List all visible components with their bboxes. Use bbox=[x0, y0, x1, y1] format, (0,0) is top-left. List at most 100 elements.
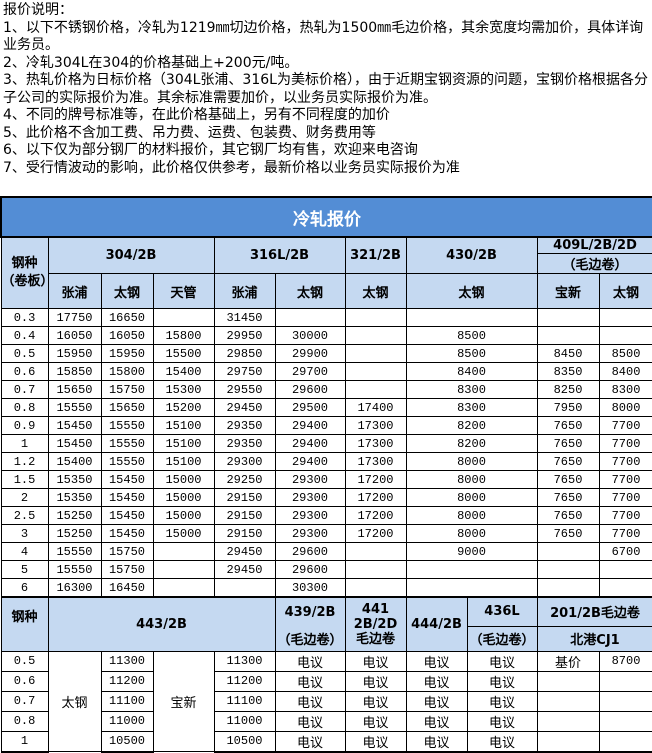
thickness-cell: 1 bbox=[0, 730, 49, 753]
thickness-cell: 3 bbox=[0, 524, 49, 543]
note-5: 5、此价格不含加工费、吊力费、运费、包装费、财务费用等 bbox=[3, 124, 376, 141]
price-cell bbox=[536, 560, 600, 579]
price-cell: 16650 bbox=[100, 308, 154, 327]
price-cell: 11300 bbox=[213, 650, 276, 672]
price-cell: 电议 bbox=[274, 670, 346, 692]
price-cell: 15100 bbox=[152, 452, 215, 471]
thickness-cell: 0.8 bbox=[0, 398, 49, 417]
table-row: 1.2 15400 15550 15100 29300 29400 17300 8000 765… bbox=[0, 452, 652, 471]
grade-304: 304/2B bbox=[47, 236, 215, 274]
price-cell: 电议 bbox=[466, 670, 538, 692]
price-cell: 8300 bbox=[405, 398, 538, 417]
price-cell: 15550 bbox=[100, 452, 154, 471]
thickness-cell: 4 bbox=[0, 542, 49, 561]
price-cell: 7700 bbox=[598, 470, 652, 489]
price-cell bbox=[344, 344, 407, 363]
price-cell: 15250 bbox=[47, 524, 102, 543]
price-cell: 15000 bbox=[152, 470, 215, 489]
price-cell: 29750 bbox=[213, 362, 276, 381]
table-row: 0.4 16050 16050 15800 29950 30000 8500 bbox=[0, 326, 652, 345]
price-cell: 29900 bbox=[274, 344, 346, 363]
price-cell: 15450 bbox=[47, 434, 102, 453]
price-cell: 29300 bbox=[213, 452, 276, 471]
mill-header: 天管 bbox=[152, 273, 215, 309]
price-table: 冷轧报价 钢种（卷板） 304/2B 316L/2B 321/2B 430/2B… bbox=[0, 196, 652, 753]
price-cell: 29150 bbox=[213, 506, 276, 525]
thickness-cell: 0.7 bbox=[0, 380, 49, 399]
price-cell: 29350 bbox=[213, 416, 276, 435]
price-notes: 报价说明： 1、以下不锈钢价格，冷轧为1219㎜切边价格，热轧为1500㎜毛边价… bbox=[3, 2, 652, 177]
price-cell: 15950 bbox=[100, 344, 154, 363]
price-cell: 15650 bbox=[100, 398, 154, 417]
price-cell: 15750 bbox=[100, 380, 154, 399]
price-cell: 15550 bbox=[47, 542, 102, 561]
price-cell: 15500 bbox=[152, 344, 215, 363]
thickness-cell: 0.8 bbox=[0, 710, 49, 732]
price-cell: 8000 bbox=[405, 488, 538, 507]
price-cell: 8000 bbox=[598, 398, 652, 417]
price-cell bbox=[598, 710, 652, 732]
price-cell: 10500 bbox=[100, 730, 154, 753]
price-cell: 8500 bbox=[405, 344, 538, 363]
price-cell: 8700 bbox=[598, 650, 652, 672]
price-cell: 电议 bbox=[274, 690, 346, 712]
price-cell: 7650 bbox=[536, 452, 600, 471]
price-cell: 16050 bbox=[47, 326, 102, 345]
grade-409l-sub: （毛边卷） bbox=[536, 253, 652, 274]
price-cell: 30000 bbox=[274, 326, 346, 345]
price-cell: 16050 bbox=[100, 326, 154, 345]
price-cell: 7700 bbox=[598, 452, 652, 471]
table-row: 0.8 11000 11000 电议 电议 电议 电议 bbox=[0, 710, 652, 732]
price-cell: 9000 bbox=[405, 542, 538, 561]
table-row: 0.3 17750 16650 31450 bbox=[0, 308, 652, 327]
price-cell: 15800 bbox=[152, 326, 215, 345]
price-cell: 10500 bbox=[213, 730, 276, 753]
price-cell: 电议 bbox=[274, 650, 346, 672]
price-cell: 15450 bbox=[47, 416, 102, 435]
price-cell: 29950 bbox=[213, 326, 276, 345]
price-cell bbox=[344, 362, 407, 381]
mill-header: 张浦 bbox=[213, 273, 276, 309]
price-cell: 15200 bbox=[152, 398, 215, 417]
price-cell: 17200 bbox=[344, 488, 407, 507]
price-cell bbox=[274, 308, 346, 327]
grade-321: 321/2B bbox=[344, 236, 407, 274]
thickness-cell: 2.5 bbox=[0, 506, 49, 525]
price-cell: 电议 bbox=[405, 650, 468, 672]
price-cell: 8200 bbox=[405, 434, 538, 453]
price-cell: 7650 bbox=[536, 524, 600, 543]
price-cell bbox=[536, 308, 600, 327]
price-cell bbox=[344, 542, 407, 561]
mill-header: 太钢 bbox=[405, 273, 538, 309]
note-1: 1、以下不锈钢价格，冷轧为1219㎜切边价格，热轧为1500㎜毛边价格，其余宽度… bbox=[3, 19, 644, 54]
price-cell: 电议 bbox=[405, 710, 468, 732]
thickness-cell: 0.6 bbox=[0, 362, 49, 381]
price-cell: 15550 bbox=[100, 434, 154, 453]
price-cell: 15000 bbox=[152, 506, 215, 525]
price-cell bbox=[405, 578, 538, 598]
note-4: 4、不同的牌号标准等，在此价格基础上，另有不同程度的加价 bbox=[3, 107, 390, 123]
price-cell: 29300 bbox=[274, 470, 346, 489]
price-cell: 29450 bbox=[213, 398, 276, 417]
price-cell: 15400 bbox=[152, 362, 215, 381]
price-cell: 8450 bbox=[536, 344, 600, 363]
price-cell: 29300 bbox=[274, 524, 346, 543]
mill-header: 张浦 bbox=[47, 273, 102, 309]
price-cell: 8250 bbox=[536, 380, 600, 399]
price-cell: 29300 bbox=[274, 488, 346, 507]
price-cell: 电议 bbox=[274, 710, 346, 732]
price-cell: 7700 bbox=[598, 524, 652, 543]
price-cell: 电议 bbox=[466, 730, 538, 753]
table-row: 0.7 15650 15750 15300 29550 29600 8300 8250 8300 bbox=[0, 380, 652, 399]
price-cell: 15450 bbox=[100, 506, 154, 525]
price-cell: 8000 bbox=[405, 470, 538, 489]
price-cell bbox=[344, 308, 407, 327]
price-cell: 8500 bbox=[598, 344, 652, 363]
note-2: 2、冷轧304L在304的价格基础上+200元/吨。 bbox=[3, 54, 299, 71]
grade-443: 443/2B bbox=[47, 596, 276, 652]
thickness-cell: 0.5 bbox=[0, 650, 49, 672]
price-cell: 电议 bbox=[405, 690, 468, 712]
table-row: 5 15550 15750 29450 29600 bbox=[0, 560, 652, 579]
price-cell: 11000 bbox=[100, 710, 154, 732]
grade-201-sub: 北港CJ1 bbox=[536, 625, 652, 652]
